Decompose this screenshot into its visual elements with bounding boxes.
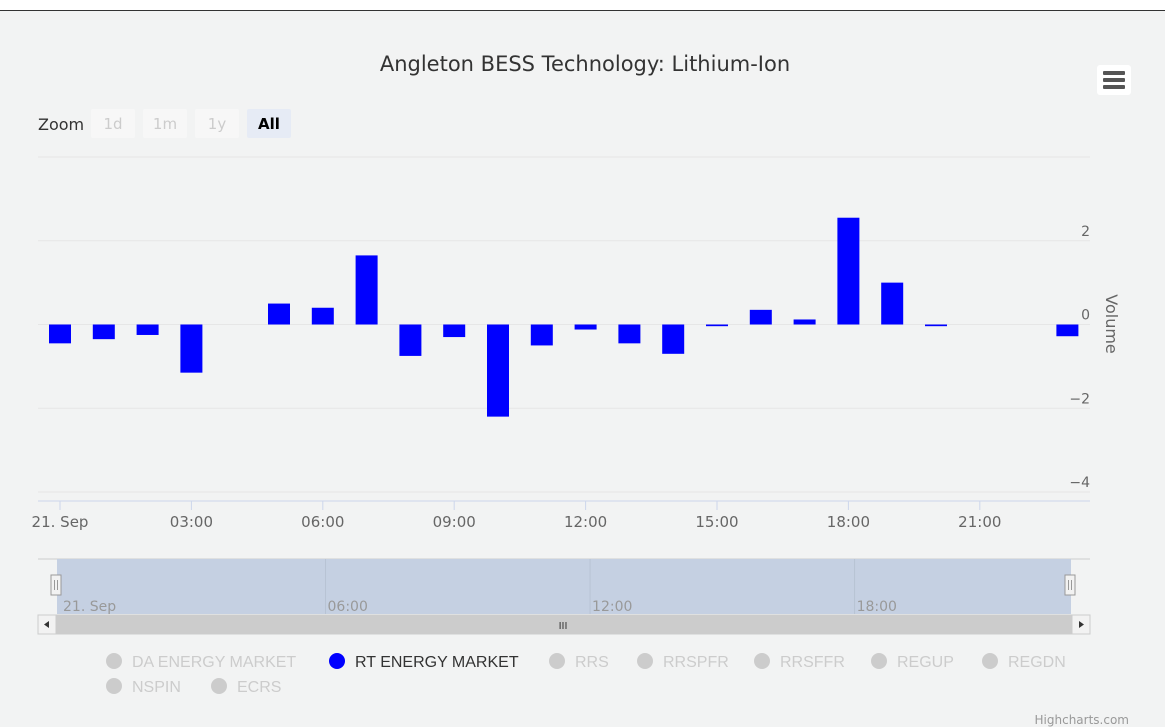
bar[interactable] xyxy=(487,324,509,417)
bar[interactable] xyxy=(925,324,947,327)
navigator-label: 21. Sep xyxy=(63,599,116,615)
y-axis: −4 −2 0 2 xyxy=(1069,224,1090,491)
chart: Angleton BESS Technology: Lithium-Ion Zo… xyxy=(32,52,1129,727)
legend-item[interactable]: RRSPFR xyxy=(637,653,729,671)
legend-label: RT ENERGY MARKET xyxy=(355,654,519,671)
legend-symbol xyxy=(106,653,122,669)
legend-label: RRSPFR xyxy=(663,654,729,671)
navigator-label: 18:00 xyxy=(857,599,897,615)
zoom-button-label: 1y xyxy=(208,115,227,133)
credits[interactable]: Highcharts.com xyxy=(1035,713,1129,727)
legend-item[interactable]: RRSFFR xyxy=(754,653,845,671)
legend-item[interactable]: RRS xyxy=(549,653,609,671)
bar[interactable] xyxy=(574,324,597,330)
bar[interactable] xyxy=(136,324,159,335)
x-tick-label: 12:00 xyxy=(564,513,607,531)
menu-icon-bar xyxy=(1103,78,1125,82)
y-tick-label: 2 xyxy=(1081,224,1090,240)
arrow-left-icon xyxy=(44,621,49,628)
x-axis: 21. Sep 03:00 06:00 09:00 12:00 15:00 18:00 21:… xyxy=(32,500,1090,531)
bar[interactable] xyxy=(837,217,860,325)
legend-symbol xyxy=(982,653,998,669)
chart-container: Angleton BESS Technology: Lithium-Ion Zo… xyxy=(0,10,1165,727)
legend-label: ECRS xyxy=(237,679,281,696)
navigator-label: 12:00 xyxy=(592,599,632,615)
y-tick-label: 0 xyxy=(1081,308,1090,324)
legend-label: REGUP xyxy=(897,654,954,671)
zoom-button-1y[interactable]: 1y xyxy=(195,109,239,138)
legend-label: NSPIN xyxy=(132,679,181,696)
zoom-button-1d[interactable]: 1d xyxy=(91,109,135,138)
bar[interactable] xyxy=(268,303,290,325)
zoom-selector: Zoom 1d 1m 1y All xyxy=(38,109,291,138)
legend-item[interactable]: ECRS xyxy=(211,678,281,696)
bar[interactable] xyxy=(749,309,772,325)
x-tick-label: 18:00 xyxy=(827,513,870,531)
menu-icon xyxy=(1103,71,1125,75)
legend-symbol xyxy=(549,653,565,669)
arrow-right-icon xyxy=(1079,621,1084,628)
legend-item[interactable]: DA ENERGY MARKET xyxy=(106,653,296,671)
bar[interactable] xyxy=(793,319,816,325)
chart-title: Angleton BESS Technology: Lithium-Ion xyxy=(380,52,790,76)
legend-symbol xyxy=(329,653,345,669)
bar[interactable] xyxy=(49,324,71,344)
legend-label: REGDN xyxy=(1008,654,1066,671)
bar[interactable] xyxy=(881,282,904,325)
zoom-button-1m[interactable]: 1m xyxy=(143,109,187,138)
scrollbar-grip-icon: III xyxy=(559,621,568,632)
x-tick-label: 21. Sep xyxy=(32,513,89,531)
bar[interactable] xyxy=(662,324,685,354)
menu-icon-bar xyxy=(1103,85,1125,89)
navigator-label: 06:00 xyxy=(328,599,368,615)
bar[interactable] xyxy=(311,307,334,325)
legend-symbol xyxy=(211,678,227,694)
navigator-mask[interactable] xyxy=(57,559,1071,614)
x-tick-label: 21:00 xyxy=(958,513,1001,531)
y-tick-label: −2 xyxy=(1069,391,1090,407)
y-tick-label: −4 xyxy=(1069,475,1090,491)
context-menu-button[interactable] xyxy=(1097,65,1131,95)
legend-item[interactable]: REGUP xyxy=(871,653,954,671)
zoom-button-label: 1m xyxy=(153,115,177,133)
legend: DA ENERGY MARKET RT ENERGY MARKET RRS RRSPF… xyxy=(106,653,1066,696)
legend-item[interactable]: RT ENERGY MARKET xyxy=(329,653,519,671)
legend-symbol xyxy=(871,653,887,669)
bar[interactable] xyxy=(530,324,553,346)
scrollbar-thumb[interactable] xyxy=(56,615,1072,634)
legend-label: DA ENERGY MARKET xyxy=(132,654,296,671)
zoom-label: Zoom xyxy=(38,115,84,134)
legend-item[interactable]: REGDN xyxy=(982,653,1066,671)
grid xyxy=(38,156,1090,493)
navigator[interactable]: 21. Sep 06:00 12:00 18:00 III xyxy=(37,558,1091,635)
bar[interactable] xyxy=(618,324,641,344)
x-tick-label: 09:00 xyxy=(433,513,476,531)
zoom-button-all[interactable]: All xyxy=(247,109,291,138)
navigator-handle-right[interactable] xyxy=(1064,574,1076,596)
zoom-button-label: 1d xyxy=(103,115,122,133)
bar[interactable] xyxy=(1056,324,1079,337)
bar[interactable] xyxy=(443,324,466,338)
bar[interactable] xyxy=(92,324,115,340)
bar[interactable] xyxy=(706,324,728,327)
x-tick-label: 15:00 xyxy=(695,513,738,531)
bar[interactable] xyxy=(180,324,203,373)
legend-symbol xyxy=(754,653,770,669)
scrollbar[interactable]: III xyxy=(37,614,1091,635)
x-tick-label: 06:00 xyxy=(301,513,344,531)
bar[interactable] xyxy=(399,324,422,356)
legend-label: RRSFFR xyxy=(780,654,845,671)
x-tick-label: 03:00 xyxy=(170,513,213,531)
y-axis-title: Volume xyxy=(1102,294,1121,354)
legend-item[interactable]: NSPIN xyxy=(106,678,181,696)
navigator-handle-left[interactable] xyxy=(50,574,62,596)
bar[interactable] xyxy=(355,255,378,325)
legend-symbol xyxy=(106,678,122,694)
series-rt-energy-market xyxy=(49,217,1079,417)
legend-symbol xyxy=(637,653,653,669)
legend-label: RRS xyxy=(575,654,609,671)
zoom-button-label: All xyxy=(258,115,280,133)
